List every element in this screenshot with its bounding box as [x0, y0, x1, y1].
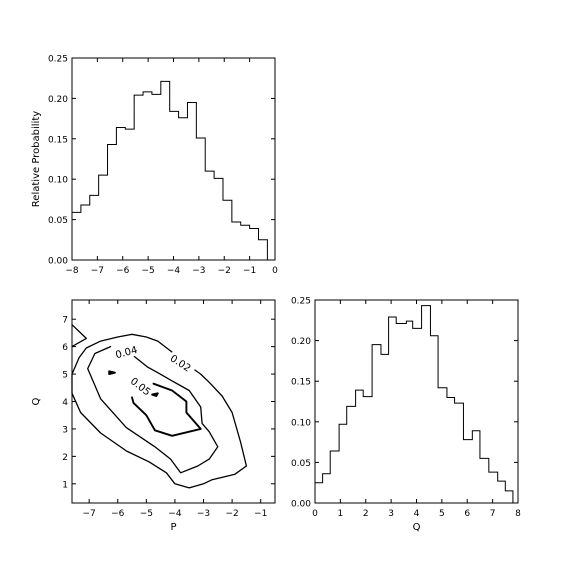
q-histogram-x-tick-label: 8: [515, 509, 521, 519]
p-histogram-x-tick-label: −6: [116, 266, 130, 276]
joint-contour-y-tick-label: 6: [62, 343, 68, 353]
p-histogram-x-tick-label: −2: [218, 266, 231, 276]
q-histogram-marks: [314, 305, 518, 504]
joint-contour-x-tick-label: −1: [254, 509, 267, 519]
q-histogram-ticks: 0 1 2 3 4 5 6 7 8 0.00 0.05 0.10 0.15 0.20 0.25: [291, 297, 521, 520]
p-histogram-y-tick-label: 0.10: [48, 176, 68, 186]
p-histogram-step-outline: [71, 80, 275, 261]
joint-contour-y-axis-label: Q: [31, 397, 42, 405]
q-histogram-y-tick-label: 0.10: [291, 418, 311, 428]
q-histogram-x-tick-label: 3: [388, 509, 394, 519]
joint-contour-x-tick-label: −4: [168, 509, 182, 519]
p-histogram-y-tick-label: 0.25: [48, 55, 68, 65]
p-histogram-panel: −8 −7 −6 −5 −4 −3 −2 −1 0 0.00 0.05 0.10 0.15 0.20 0.2…: [31, 55, 278, 277]
joint-contour-x-tick-label: −7: [83, 509, 96, 519]
joint-contour-ticks: −7 −6 −5 −4 −3 −2 −1 1 2 3 4 5 6 7: [62, 300, 275, 519]
joint-contour-x-tick-label: −2: [225, 509, 238, 519]
contour-line-0.02: [71, 333, 248, 489]
joint-contour-y-tick-label: 7: [62, 316, 68, 326]
q-histogram-panel: 0 1 2 3 4 5 6 7 8 0.00 0.05 0.10 0.15 0.20 0.25 Q: [291, 297, 521, 534]
q-histogram-y-tick-label: 0.05: [291, 459, 311, 469]
contour-line-0.05: [108, 370, 116, 376]
p-histogram-x-tick-label: −4: [167, 266, 181, 276]
p-histogram-ticks: −8 −7 −6 −5 −4 −3 −2 −1 0 0.00 0.05 0.10 0.15 0.20 0.2…: [48, 55, 278, 277]
joint-contour-y-tick-label: 2: [62, 453, 68, 463]
q-histogram-y-tick-label: 0.25: [291, 297, 311, 307]
joint-contour-panel: 0.020.040.05 −7 −6 −5 −4 −3 −2 −1 1 2 3 4 5 6 7 P Q: [31, 299, 276, 533]
p-histogram-x-tick-label: −5: [141, 266, 154, 276]
contour-line-0.05: [151, 392, 159, 397]
p-histogram-y-tick-label: 0.15: [48, 135, 68, 145]
q-histogram-x-tick-label: 1: [338, 509, 344, 519]
contour-label-background: [126, 373, 155, 400]
q-histogram-y-tick-label: 0.15: [291, 378, 311, 388]
p-histogram-y-tick-label: 0.20: [48, 95, 68, 105]
joint-contour-x-tick-label: −3: [197, 509, 210, 519]
q-histogram-x-tick-label: 2: [363, 509, 369, 519]
q-histogram-y-tick-label: 0.00: [291, 500, 311, 510]
q-histogram-x-tick-label: 6: [464, 509, 470, 519]
p-histogram-y-tick-label: 0.05: [48, 216, 68, 226]
q-histogram-x-axis-label: Q: [413, 522, 421, 533]
joint-contour-x-tick-label: −5: [140, 509, 153, 519]
contour-line-0.02: [71, 324, 87, 348]
joint-contour-y-tick-label: 1: [62, 480, 68, 490]
p-histogram-y-tick-label: 0.00: [48, 257, 68, 267]
joint-contour-y-tick-label: 4: [62, 398, 68, 408]
contour-line-0.05: [131, 382, 202, 437]
joint-contour-marks: 0.020.040.05: [71, 324, 248, 489]
q-histogram-x-tick-label: 7: [490, 509, 496, 519]
p-histogram-x-tick-label: −3: [192, 266, 205, 276]
contour-label-background: [166, 350, 195, 376]
p-histogram-x-tick-label: −8: [65, 266, 79, 276]
p-histogram-marks: [71, 80, 275, 261]
q-histogram-x-tick-label: 4: [414, 509, 420, 519]
q-histogram-x-tick-label: 5: [439, 509, 445, 519]
q-histogram-y-tick-label: 0.20: [291, 337, 311, 347]
p-histogram-x-tick-label: −1: [243, 266, 256, 276]
joint-contour-x-axis-label: P: [170, 522, 176, 533]
joint-contour-y-tick-label: 3: [62, 425, 68, 435]
q-histogram-x-tick-label: 0: [312, 509, 318, 519]
p-histogram-x-tick-label: 0: [272, 266, 278, 276]
contour-line-0.04: [87, 345, 219, 474]
joint-contour-y-tick-label: 5: [62, 371, 68, 381]
contour-label-background: [112, 342, 141, 362]
p-histogram-y-axis-label: Relative Probability: [31, 111, 42, 207]
joint-contour-x-tick-label: −6: [111, 509, 125, 519]
p-histogram-x-tick-label: −7: [91, 266, 104, 276]
q-histogram-step-outline: [314, 305, 518, 504]
